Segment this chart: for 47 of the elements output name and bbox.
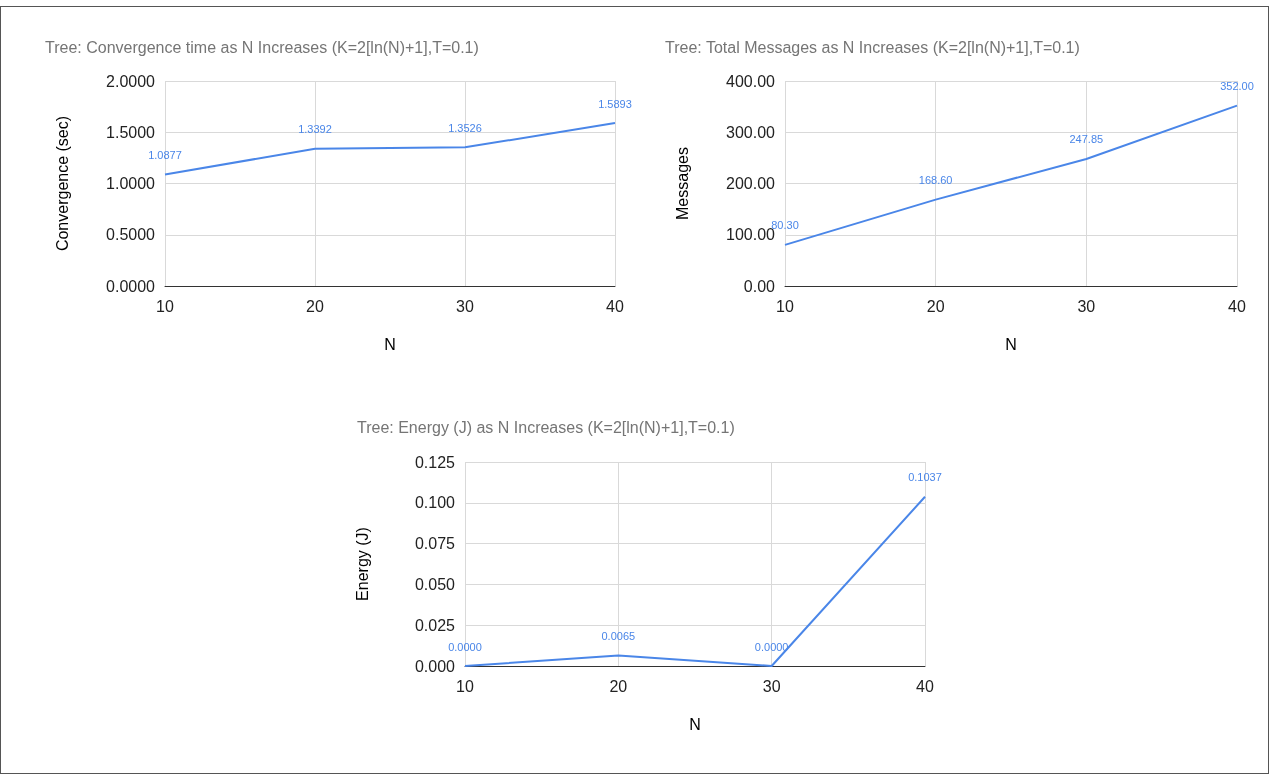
data-label: 1.0877	[148, 149, 182, 162]
x-tick-label: 30	[456, 297, 474, 315]
y-tick-label: 200.00	[726, 175, 776, 192]
y-tick-label: 400.00	[726, 72, 776, 90]
data-label: 0.0000	[754, 640, 789, 653]
y-tick-label: 300.00	[726, 123, 776, 141]
x-tick-label: 20	[926, 297, 945, 315]
x-tick-label: 10	[776, 297, 794, 315]
x-tick-label: 30	[1077, 297, 1096, 315]
y-tick-label: 0.075	[414, 535, 456, 553]
data-label: 1.3392	[298, 123, 332, 136]
x-axis-title: N	[384, 335, 396, 353]
data-label: 0.1037	[908, 471, 942, 484]
y-tick-label: 1.0000	[106, 175, 156, 192]
x-axis-title: N	[1005, 335, 1017, 353]
y-tick-label: 0.125	[414, 453, 456, 471]
y-tick-label: 0.000	[414, 657, 456, 675]
x-axis-title: N	[689, 715, 701, 733]
x-tick-label: 20	[306, 297, 324, 315]
y-axis-title: Convergence (sec)	[53, 115, 71, 252]
y-tick-label: 2.0000	[106, 72, 156, 90]
y-tick-label: 0.025	[414, 616, 456, 634]
data-label: 247.85	[1069, 133, 1104, 146]
y-tick-label: 0.050	[414, 575, 456, 593]
data-label: 168.60	[918, 174, 953, 187]
y-tick-label: 0.0000	[106, 277, 156, 295]
x-tick-label: 20	[609, 677, 628, 695]
data-label: 1.5893	[598, 97, 632, 110]
y-axis-title: Energy (J)	[353, 527, 371, 601]
y-axis-title: Messages	[673, 147, 691, 220]
chart-title: Tree: Convergence time as N Increases (K=2[ln(N)+1],T=0.1)	[45, 38, 479, 56]
data-label: 352.00	[1220, 80, 1254, 93]
x-tick-label: 40	[916, 677, 934, 695]
x-tick-label: 10	[156, 297, 174, 315]
y-tick-label: 1.5000	[106, 123, 156, 141]
data-label: 0.0065	[601, 629, 636, 642]
data-label: 0.0000	[448, 640, 482, 653]
y-tick-label: 0.100	[414, 494, 456, 512]
chart-title: Tree: Total Messages as N Increases (K=2[ln(N)+1],T=0.1)	[665, 38, 1080, 56]
y-tick-label: 0.5000	[106, 226, 156, 244]
data-label: 1.3526	[448, 121, 482, 134]
chart-title: Tree: Energy (J) as N Increases (K=2[ln(N)+1],T=0.1)	[357, 418, 735, 436]
x-tick-label: 40	[606, 297, 624, 315]
x-tick-label: 10	[456, 677, 474, 695]
x-tick-label: 40	[1228, 297, 1246, 315]
x-tick-label: 30	[762, 677, 781, 695]
y-tick-label: 0.00	[743, 277, 776, 295]
